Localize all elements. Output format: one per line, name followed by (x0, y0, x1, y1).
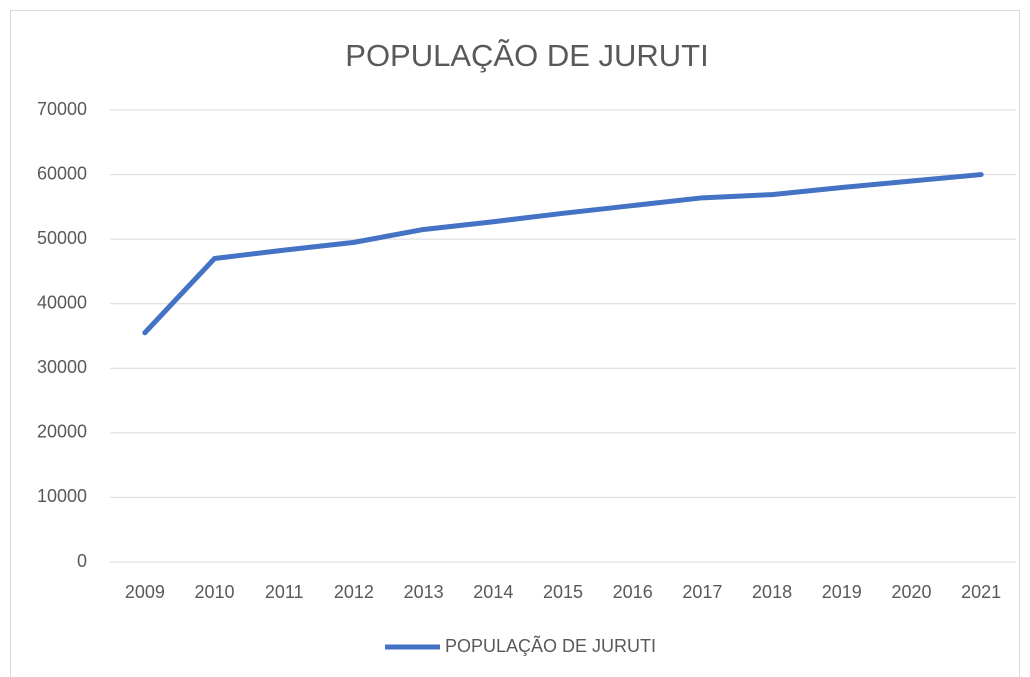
y-tick-label: 50000 (37, 228, 87, 248)
chart-border (10, 10, 1020, 677)
x-tick-label: 2011 (265, 582, 304, 602)
chart-title: POPULAÇÃO DE JURUTI (345, 38, 708, 73)
y-tick-label: 60000 (37, 163, 87, 183)
y-tick-label: 20000 (37, 422, 87, 442)
x-tick-label: 2020 (891, 582, 931, 602)
x-tick-label: 2010 (195, 582, 235, 602)
x-tick-label: 2021 (961, 582, 1001, 602)
x-tick-label: 2018 (752, 582, 792, 602)
x-tick-label: 2012 (334, 582, 374, 602)
x-tick-label: 2017 (682, 582, 722, 602)
y-tick-label: 70000 (37, 99, 87, 119)
y-tick-label: 0 (77, 551, 87, 571)
x-tick-label: 2013 (404, 582, 444, 602)
x-tick-label: 2015 (543, 582, 583, 602)
x-tick-label: 2016 (613, 582, 653, 602)
x-tick-label: 2009 (125, 582, 165, 602)
x-tick-label: 2019 (822, 582, 862, 602)
y-tick-label: 40000 (37, 292, 87, 312)
y-tick-label: 30000 (37, 357, 87, 377)
legend-label: POPULAÇÃO DE JURUTI (445, 635, 656, 656)
x-tick-label: 2014 (473, 582, 513, 602)
line (142, 172, 984, 336)
y-tick-label: 10000 (37, 486, 87, 506)
